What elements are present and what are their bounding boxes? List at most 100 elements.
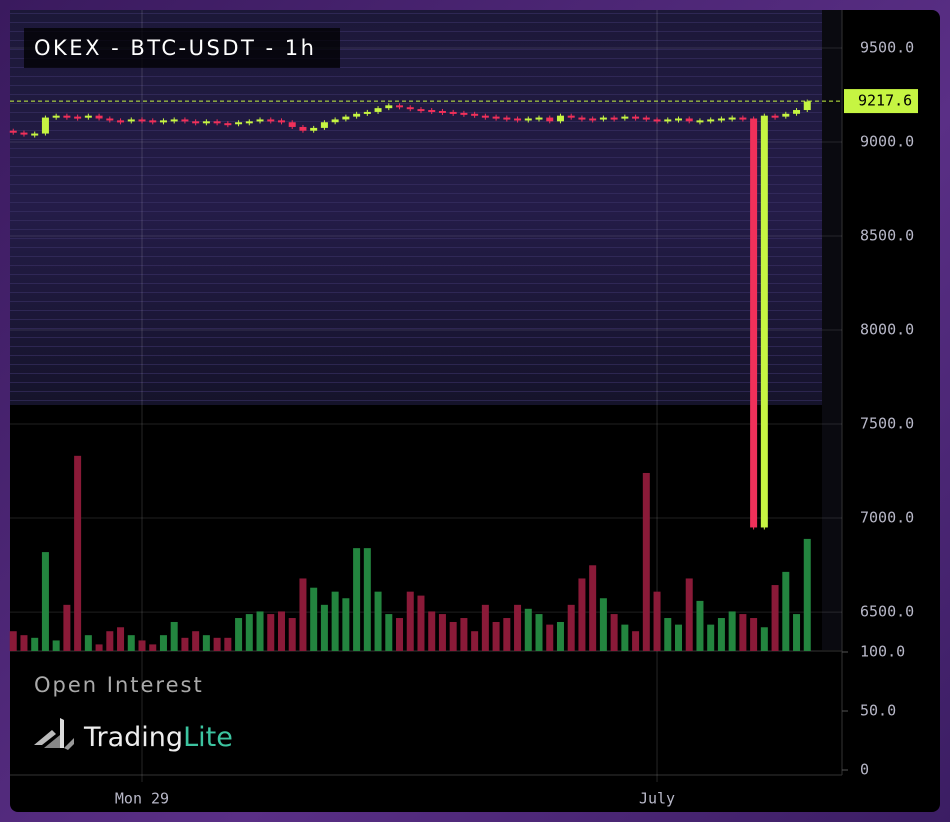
candle-body bbox=[696, 120, 704, 123]
volume-bar bbox=[717, 618, 725, 651]
volume-bar bbox=[310, 587, 318, 651]
candle-body bbox=[84, 115, 92, 118]
volume-bar bbox=[149, 644, 157, 651]
candle-body bbox=[481, 115, 489, 118]
volume-bar bbox=[256, 611, 264, 651]
title-box bbox=[24, 28, 340, 68]
volume-bar bbox=[449, 621, 457, 651]
candle-body bbox=[256, 119, 264, 122]
y-tick-label: 7000.0 bbox=[860, 509, 914, 527]
volume-bar bbox=[63, 604, 71, 651]
brand: TradingLite bbox=[83, 722, 233, 753]
volume-bar bbox=[771, 585, 779, 651]
candle-body bbox=[782, 113, 790, 117]
y-tick-label: 8000.0 bbox=[860, 321, 914, 339]
volume-bar bbox=[277, 611, 285, 651]
candle-body bbox=[739, 117, 747, 120]
x-tick-label: July bbox=[639, 790, 675, 808]
candle-body bbox=[299, 126, 307, 131]
candle-body bbox=[235, 122, 243, 125]
volume-bar bbox=[41, 552, 49, 651]
axis-gap bbox=[822, 10, 842, 650]
volume-bar bbox=[599, 598, 607, 651]
volume-bar bbox=[213, 637, 221, 651]
volume-bar bbox=[514, 604, 522, 651]
candle-body bbox=[159, 120, 167, 123]
volume-bar bbox=[664, 618, 672, 651]
volume-bar bbox=[782, 571, 790, 651]
candle-body bbox=[524, 118, 532, 121]
volume-bar bbox=[385, 614, 393, 651]
volume-bar bbox=[181, 637, 189, 651]
candle-body bbox=[471, 113, 479, 116]
candle-body bbox=[320, 122, 328, 128]
brand-suffix: Lite bbox=[183, 722, 233, 753]
candle-body bbox=[771, 115, 779, 118]
candle-body bbox=[610, 117, 618, 120]
volume-bar bbox=[739, 614, 747, 651]
volume-bar bbox=[546, 624, 554, 651]
candle-body bbox=[267, 119, 275, 122]
volume-bar bbox=[117, 627, 125, 651]
subpanel-title: Open Interest bbox=[34, 673, 204, 697]
volume-bar bbox=[481, 604, 489, 651]
candle-body bbox=[41, 117, 49, 134]
candle-body bbox=[213, 121, 221, 124]
brand-name: Trading bbox=[83, 722, 183, 753]
volume-bar bbox=[106, 631, 114, 651]
volume-bar bbox=[31, 637, 39, 651]
volume-bar bbox=[438, 614, 446, 651]
volume-bar bbox=[406, 591, 414, 651]
oi-tick-label: 0 bbox=[860, 761, 869, 779]
candles bbox=[9, 99, 811, 530]
candle-body bbox=[642, 117, 650, 120]
candle-body bbox=[675, 118, 682, 121]
candle-body bbox=[621, 116, 629, 119]
candle-body bbox=[9, 130, 17, 133]
volume-bar bbox=[192, 631, 200, 651]
volume-bar bbox=[374, 591, 382, 651]
candle-body bbox=[52, 115, 60, 118]
volume-bar bbox=[524, 608, 532, 651]
candle-body bbox=[127, 119, 135, 122]
candle-body bbox=[20, 132, 28, 135]
candle-body bbox=[438, 110, 446, 113]
volume-bar bbox=[20, 635, 28, 651]
candle-body bbox=[288, 122, 296, 127]
volume-bar bbox=[159, 635, 167, 651]
volume-bar bbox=[578, 578, 586, 651]
candle-body bbox=[514, 118, 522, 121]
volume-bar bbox=[353, 548, 361, 651]
volume-bar bbox=[642, 472, 650, 651]
volume-bar bbox=[793, 614, 801, 651]
candle-body bbox=[95, 115, 103, 119]
candle-body bbox=[149, 120, 157, 123]
candle-body bbox=[567, 115, 575, 118]
candle-body bbox=[117, 120, 125, 123]
candle-body bbox=[428, 110, 436, 113]
grid bbox=[10, 10, 842, 782]
volume-bar bbox=[675, 624, 682, 651]
volume-bar bbox=[653, 591, 661, 651]
volume-bar bbox=[632, 631, 640, 651]
volume-bar bbox=[803, 538, 811, 651]
candle-body bbox=[492, 116, 500, 119]
candle-body bbox=[793, 110, 801, 114]
volume-bar bbox=[245, 614, 253, 651]
volume-bar bbox=[428, 611, 436, 651]
candle-body bbox=[181, 119, 189, 122]
candle-body bbox=[31, 133, 39, 136]
candle-body bbox=[406, 107, 414, 110]
chart-title: OKEX - BTC-USDT - 1h bbox=[34, 36, 316, 60]
candle-body bbox=[331, 119, 339, 123]
candle-body bbox=[202, 121, 210, 124]
candle-body bbox=[396, 105, 404, 108]
y-tick-label: 6500.0 bbox=[860, 603, 914, 621]
volume-bar bbox=[9, 631, 17, 651]
candle-body bbox=[342, 116, 350, 120]
oi-tick-label: 50.0 bbox=[860, 702, 896, 720]
volume-bar bbox=[74, 455, 82, 651]
candle-body bbox=[632, 116, 640, 119]
